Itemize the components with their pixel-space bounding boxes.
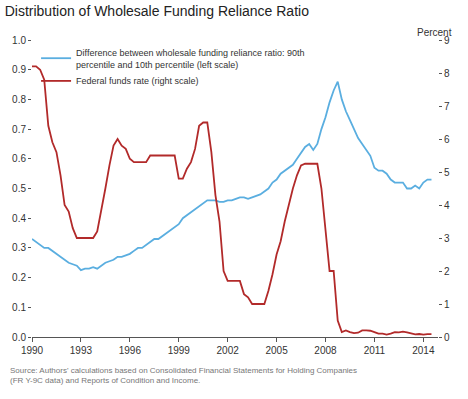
svg-text:0.5: 0.5 [12, 183, 26, 194]
svg-text:4: 4 [444, 200, 450, 211]
svg-text:0.0: 0.0 [12, 332, 26, 343]
svg-text:Source: Authors' calculations: Source: Authors' calculations based on C… [10, 366, 357, 385]
svg-text:3: 3 [444, 233, 450, 244]
svg-text:2002: 2002 [217, 345, 240, 356]
svg-text:0.3: 0.3 [12, 242, 26, 253]
svg-text:2: 2 [444, 266, 450, 277]
svg-text:Federal funds rate (right scal: Federal funds rate (right scale) [76, 76, 199, 86]
svg-text:0.4: 0.4 [12, 213, 26, 224]
svg-text:2008: 2008 [314, 345, 337, 356]
svg-text:2005: 2005 [265, 345, 288, 356]
svg-text:Distribution of Wholesale Fund: Distribution of Wholesale Funding Relian… [5, 3, 309, 19]
svg-text:6: 6 [444, 134, 450, 145]
svg-text:9: 9 [444, 35, 450, 46]
svg-text:7: 7 [444, 101, 450, 112]
svg-text:2014: 2014 [412, 345, 435, 356]
svg-text:1996: 1996 [119, 345, 142, 356]
svg-text:0.1: 0.1 [12, 302, 26, 313]
svg-text:1993: 1993 [70, 345, 93, 356]
svg-text:1999: 1999 [168, 345, 191, 356]
svg-text:1990: 1990 [21, 345, 44, 356]
svg-text:0.8: 0.8 [12, 94, 26, 105]
svg-text:Percent: Percent [417, 27, 452, 38]
svg-text:Difference between wholesale f: Difference between wholesale funding rel… [76, 48, 304, 70]
svg-text:0.2: 0.2 [12, 272, 26, 283]
svg-text:0: 0 [444, 332, 450, 343]
svg-text:1: 1 [444, 299, 450, 310]
svg-text:0.7: 0.7 [12, 124, 26, 135]
svg-text:0.9: 0.9 [12, 64, 26, 75]
svg-text:8: 8 [444, 68, 450, 79]
svg-text:1.0: 1.0 [12, 35, 26, 46]
svg-text:5: 5 [444, 167, 450, 178]
svg-text:2011: 2011 [364, 345, 386, 356]
svg-text:0.6: 0.6 [12, 153, 26, 164]
